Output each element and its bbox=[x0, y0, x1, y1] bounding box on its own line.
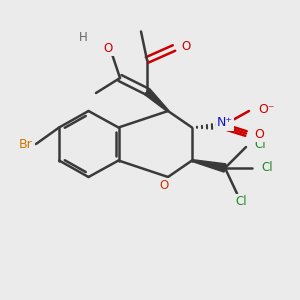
Text: O: O bbox=[159, 179, 168, 192]
Text: Cl: Cl bbox=[254, 137, 266, 151]
Text: O: O bbox=[182, 40, 191, 53]
Text: Cl: Cl bbox=[236, 195, 247, 208]
Polygon shape bbox=[144, 88, 169, 112]
Text: O: O bbox=[103, 42, 112, 55]
Text: Cl: Cl bbox=[261, 161, 273, 174]
Text: O⁻: O⁻ bbox=[258, 103, 274, 116]
Text: Br: Br bbox=[19, 137, 32, 151]
Text: H: H bbox=[79, 31, 88, 44]
Text: N⁺: N⁺ bbox=[217, 116, 233, 130]
Text: O: O bbox=[254, 128, 264, 141]
Polygon shape bbox=[192, 160, 226, 172]
